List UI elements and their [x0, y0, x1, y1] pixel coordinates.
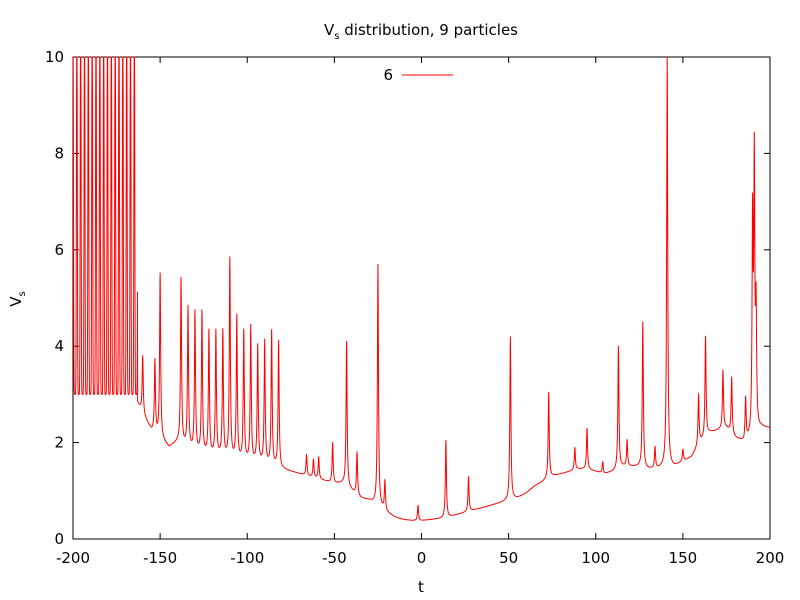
x-tick-label: 50 — [499, 549, 518, 567]
y-tick-label: 10 — [45, 48, 64, 66]
x-tick-label: 150 — [669, 549, 698, 567]
y-tick-label: 4 — [54, 337, 64, 355]
legend-label: 6 — [383, 66, 393, 84]
y-tick-label: 0 — [54, 530, 64, 548]
y-tick-label: 8 — [54, 144, 64, 162]
y-tick-label: 6 — [54, 241, 64, 259]
x-axis-ticks: -200 -150 -100 -50 0 50 100 150 200 — [56, 57, 784, 567]
x-tick-label: -150 — [143, 549, 177, 567]
y-axis-label-subscript: s — [17, 291, 28, 296]
x-tick-label: 200 — [756, 549, 785, 567]
legend: 6 — [383, 66, 453, 84]
x-axis-label: t — [418, 578, 424, 596]
y-axis-label-main: V — [7, 296, 25, 307]
x-tick-label: -100 — [230, 549, 264, 567]
y-tick-label: 2 — [54, 434, 64, 452]
x-tick-label: -50 — [322, 549, 347, 567]
chart-title-subscript: s — [334, 31, 339, 42]
chart-title-main: V — [324, 21, 335, 39]
plot-area-border — [72, 56, 771, 540]
chart-title-rest: distribution, 9 particles — [340, 21, 519, 39]
chart-title: Vs distribution, 9 particles — [324, 21, 518, 42]
x-tick-label: 100 — [581, 549, 610, 567]
y-axis-label: Vs — [7, 291, 28, 306]
y-axis-ticks: 0 2 4 6 8 10 — [45, 48, 770, 548]
x-tick-label: -200 — [56, 549, 90, 567]
series-line-6 — [72, 56, 771, 521]
x-tick-label: 0 — [417, 549, 427, 567]
